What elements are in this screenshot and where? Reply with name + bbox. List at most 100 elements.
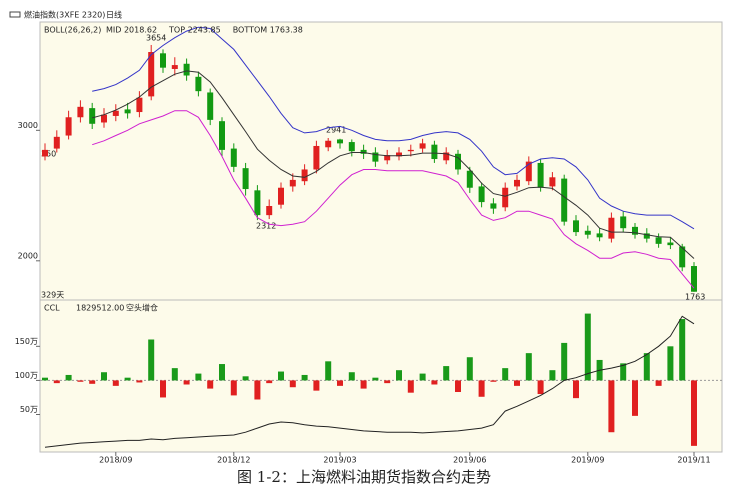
bar — [148, 339, 155, 381]
candle-body — [573, 220, 579, 233]
bar — [171, 368, 178, 381]
candle-body — [89, 108, 96, 124]
candle-body — [53, 136, 60, 149]
candle-body — [219, 121, 225, 150]
candle-body — [443, 152, 450, 161]
series-line — [44, 315, 695, 448]
bar — [136, 380, 143, 383]
x-tick-label: 2018/12 — [217, 456, 250, 465]
candle-body — [313, 145, 320, 170]
candle-body — [502, 187, 509, 208]
bar — [230, 380, 237, 396]
bar — [65, 374, 72, 381]
candle-body — [42, 149, 48, 157]
candle-body — [384, 155, 391, 161]
series-line — [92, 70, 695, 259]
candle-body — [643, 233, 650, 239]
candle-body — [112, 110, 119, 116]
header-period[interactable]: 日线 — [106, 10, 122, 20]
y-tick-label: 50万 — [20, 405, 38, 414]
candle-body — [655, 237, 662, 244]
bar — [466, 357, 473, 381]
bar — [514, 380, 520, 386]
bar — [360, 380, 367, 389]
candle-body — [160, 53, 166, 68]
indicator-reading: 1829512.00 — [76, 304, 124, 313]
bar — [573, 380, 579, 399]
candle-body — [65, 117, 72, 136]
candle-body — [183, 63, 190, 76]
candle-body — [360, 149, 367, 154]
candle-body — [549, 177, 556, 187]
bar — [325, 361, 332, 381]
bar — [337, 380, 343, 386]
bar — [242, 376, 249, 381]
bar — [443, 366, 450, 381]
bar — [266, 380, 273, 384]
x-tick-label: 2019/09 — [571, 456, 604, 465]
legend-entry: MID 2018.62 — [106, 26, 157, 35]
icon — [9, 11, 21, 18]
candle-body — [679, 246, 686, 268]
candle-body — [620, 216, 627, 229]
candle-body — [101, 114, 107, 123]
bar — [431, 380, 438, 385]
candle-body — [667, 242, 674, 246]
bar — [490, 380, 497, 382]
annotation: 2941 — [326, 126, 346, 135]
candle-body — [431, 144, 438, 160]
candle-body — [584, 230, 591, 235]
candle-body — [514, 179, 520, 187]
annotation: 3654 — [146, 34, 166, 43]
candle-body — [195, 76, 202, 92]
candle-body — [596, 233, 603, 238]
y-tick-label: 100万 — [15, 371, 38, 380]
annotation: 1763 — [685, 293, 705, 302]
bar — [679, 319, 686, 381]
candle-body — [337, 139, 343, 144]
bar — [384, 380, 391, 384]
candle-body — [561, 178, 568, 222]
bar — [348, 372, 355, 381]
bar — [655, 380, 662, 386]
bar — [561, 342, 568, 381]
x-tick-label: 2018/09 — [99, 456, 132, 465]
annotation: 350 — [41, 150, 56, 159]
y-tick-label: 2000 — [18, 251, 38, 260]
caption: 图 1-2：上海燃料油期货指数合约走势 — [237, 468, 491, 486]
candle-body — [525, 161, 532, 182]
bar — [537, 380, 544, 395]
candle-body — [691, 266, 697, 292]
bar — [183, 380, 190, 385]
candle-body — [372, 152, 379, 162]
annotation: 2312 — [256, 222, 276, 231]
candle-body — [537, 162, 544, 188]
indicator-note: 空头增仓 — [126, 303, 158, 313]
bar — [313, 380, 320, 391]
bar — [160, 380, 166, 398]
indicator-label[interactable]: CCL — [44, 304, 60, 313]
candle-body — [230, 148, 237, 167]
candle-body — [124, 109, 131, 114]
candle-body — [396, 152, 402, 157]
bar — [112, 380, 119, 386]
bar — [219, 364, 225, 381]
candle-body — [289, 179, 296, 187]
candle-body — [419, 143, 426, 149]
indicator-label[interactable]: BOLL(26,26,2) — [44, 26, 101, 35]
x-tick-label: 2019/11 — [677, 456, 710, 465]
bar — [289, 380, 296, 388]
candle-body — [407, 149, 414, 152]
bar — [525, 353, 532, 381]
bar — [620, 363, 627, 381]
candle-body — [466, 170, 473, 188]
bar — [124, 377, 131, 381]
candle-body — [301, 169, 308, 182]
candle-body — [171, 65, 178, 69]
series-line — [92, 26, 695, 230]
candle-body — [632, 226, 638, 235]
bar — [77, 380, 84, 382]
bar — [207, 380, 214, 389]
